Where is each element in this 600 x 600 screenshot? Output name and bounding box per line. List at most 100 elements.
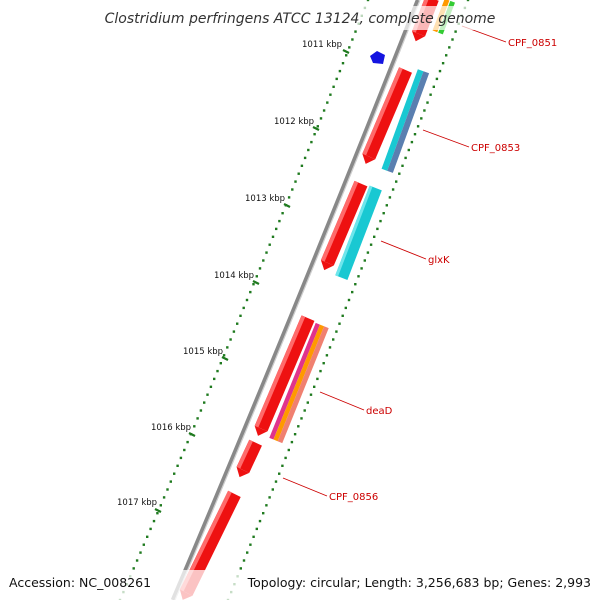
minor-tick <box>249 543 252 546</box>
minor-tick <box>322 109 326 112</box>
footer-backdrop <box>0 570 600 600</box>
annotation-band-steel[interactable] <box>387 71 430 173</box>
minor-tick <box>203 401 206 404</box>
annotation-band-cyan[interactable] <box>381 69 424 171</box>
gene-label-cpf-0851[interactable]: CPF_0851 <box>508 38 557 49</box>
minor-tick <box>252 283 255 286</box>
minor-tick <box>366 0 370 2</box>
minor-tick <box>354 30 357 33</box>
minor-tick <box>239 314 242 317</box>
annotation-band-cyan[interactable] <box>335 185 382 280</box>
genome-backbone-highlight <box>174 0 421 600</box>
major-tick <box>221 356 229 361</box>
minor-tick <box>287 448 290 452</box>
minor-tick <box>281 464 284 467</box>
minor-tick <box>316 125 319 128</box>
inner-tick-ring <box>226 0 470 600</box>
minor-tick <box>252 535 255 538</box>
minor-tick <box>363 259 366 262</box>
minor-tick <box>373 235 376 238</box>
minor-tick <box>407 148 410 152</box>
minor-tick <box>169 480 172 483</box>
minor-tick <box>242 559 246 562</box>
annotation-band-salmon[interactable] <box>277 326 329 444</box>
kbp-label: 1012 kbp <box>274 117 314 127</box>
cds-feature[interactable] <box>362 67 412 160</box>
cds-feature[interactable] <box>236 439 262 473</box>
minor-tick <box>319 369 322 373</box>
gene-labels: CPF_0851 CPF_0853 glxK deaD CPF_0856 <box>329 38 557 503</box>
minor-tick <box>391 188 395 191</box>
minor-tick <box>395 180 398 183</box>
minor-tick <box>166 488 169 491</box>
annotation-band-orange[interactable] <box>273 324 325 442</box>
minor-tick <box>376 227 379 231</box>
minor-tick <box>369 243 373 246</box>
minor-tick <box>291 188 294 191</box>
minor-tick <box>410 140 414 144</box>
major-tick <box>188 432 196 437</box>
minor-tick <box>416 125 420 128</box>
minor-tick <box>366 251 370 254</box>
minor-tick <box>338 69 342 73</box>
minor-tick <box>149 527 152 531</box>
minor-tick <box>275 227 278 231</box>
minor-tick <box>281 212 284 215</box>
accession-text: Accession: NC_008261 <box>9 575 151 590</box>
cds-arrowhead <box>236 466 250 478</box>
minor-tick <box>354 283 357 286</box>
gene-label-dead[interactable]: deaD <box>366 406 393 417</box>
minor-tick <box>278 219 281 223</box>
minor-tick <box>262 259 265 262</box>
minor-tick <box>466 0 470 2</box>
minor-tick <box>255 275 258 278</box>
minor-tick <box>344 306 347 310</box>
cds-feature[interactable] <box>320 180 368 266</box>
gene-label-cpf-0856[interactable]: CPF_0856 <box>329 492 378 503</box>
minor-tick <box>357 275 360 278</box>
minor-tick <box>398 172 401 175</box>
cds-arrowhead <box>412 31 426 42</box>
major-tick <box>312 126 320 131</box>
minor-tick <box>213 377 216 381</box>
minor-tick <box>152 519 156 523</box>
minor-tick <box>209 385 213 388</box>
minor-tick <box>268 243 271 246</box>
leader-line <box>319 391 365 411</box>
minor-tick <box>219 362 222 365</box>
minor-tick <box>274 480 278 483</box>
minor-tick <box>309 393 313 396</box>
minor-tick <box>287 196 291 199</box>
minor-tick <box>245 298 249 302</box>
minor-tick <box>265 251 268 254</box>
gene-label-cpf-0853[interactable]: CPF_0853 <box>471 143 520 154</box>
minor-tick <box>329 93 332 96</box>
minor-tick <box>385 204 388 207</box>
minor-tick <box>303 156 307 160</box>
kbp-label: 1013 kbp <box>245 194 285 204</box>
minor-tick <box>313 385 316 388</box>
minor-tick <box>338 322 341 325</box>
minor-tick <box>159 504 162 507</box>
minor-tick <box>255 527 258 531</box>
minor-tick <box>313 133 316 136</box>
map-title: Clostridium perfringens ATCC 13124, comp… <box>105 11 496 27</box>
cds-arrowhead <box>362 153 376 164</box>
cds-arrowhead <box>254 425 268 436</box>
cds-feature[interactable] <box>179 490 241 596</box>
minor-tick <box>258 267 262 270</box>
minor-tick <box>300 417 303 420</box>
annotation-band-magenta[interactable] <box>269 322 320 440</box>
blue-feature-marker[interactable] <box>370 51 385 64</box>
minor-tick <box>322 362 325 365</box>
minor-tick <box>173 472 176 475</box>
cds-feature[interactable] <box>254 315 315 432</box>
minor-tick <box>246 551 249 554</box>
minor-tick <box>135 559 139 562</box>
minor-tick <box>293 433 297 436</box>
minor-tick <box>379 219 382 223</box>
gene-label-glxk[interactable]: glxK <box>428 255 450 266</box>
minor-tick <box>239 567 242 570</box>
annotation-track <box>269 0 456 444</box>
minor-tick <box>236 322 239 325</box>
